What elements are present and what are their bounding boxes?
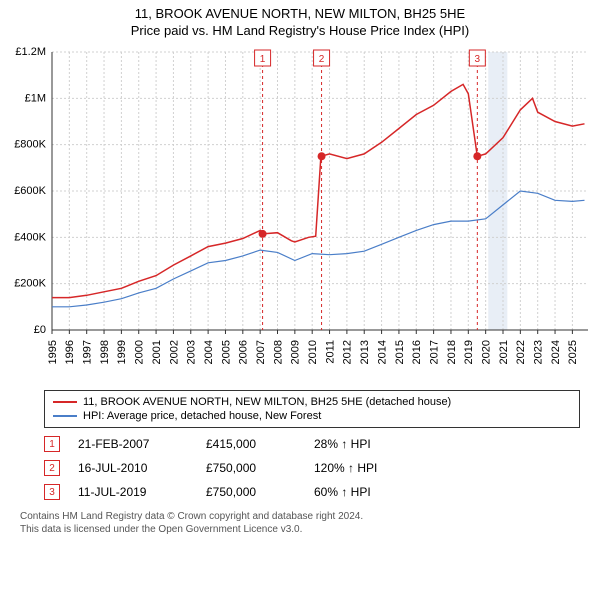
x-tick-label: 2004 — [203, 340, 215, 364]
footer: Contains HM Land Registry data © Crown c… — [20, 510, 580, 536]
x-tick-label: 2005 — [220, 340, 232, 364]
sale-pct: 60% ↑ HPI — [314, 485, 424, 499]
x-tick-label: 2013 — [359, 340, 371, 364]
x-tick-label: 2010 — [307, 340, 319, 364]
legend: 11, BROOK AVENUE NORTH, NEW MILTON, BH25… — [44, 390, 580, 428]
x-tick-label: 2009 — [290, 340, 302, 364]
x-tick-label: 2020 — [481, 340, 493, 364]
x-tick-label: 2006 — [238, 340, 250, 364]
sale-marker-number: 3 — [475, 54, 481, 65]
legend-swatch — [53, 401, 77, 403]
sale-date: 11-JUL-2019 — [78, 485, 188, 499]
sale-badge: 1 — [44, 436, 60, 452]
sale-date: 21-FEB-2007 — [78, 437, 188, 451]
sale-marker-number: 1 — [260, 54, 266, 65]
footer-line2: This data is licensed under the Open Gov… — [20, 523, 580, 536]
x-tick-label: 2016 — [411, 340, 423, 364]
sale-row: 2 16-JUL-2010 £750,000 120% ↑ HPI — [44, 456, 580, 480]
legend-label: 11, BROOK AVENUE NORTH, NEW MILTON, BH25… — [83, 396, 451, 408]
x-tick-label: 2002 — [168, 340, 180, 364]
legend-label: HPI: Average price, detached house, New … — [83, 410, 321, 422]
sale-price: £750,000 — [206, 485, 296, 499]
x-tick-label: 2025 — [567, 340, 579, 364]
sale-badge: 3 — [44, 484, 60, 500]
y-tick-label: £0 — [34, 324, 46, 336]
x-tick-label: 2012 — [342, 340, 354, 364]
x-tick-label: 1999 — [116, 340, 128, 364]
legend-item: HPI: Average price, detached house, New … — [53, 409, 571, 423]
sale-pct: 120% ↑ HPI — [314, 461, 424, 475]
sale-price: £750,000 — [206, 461, 296, 475]
x-tick-label: 2007 — [255, 340, 267, 364]
sale-marker-number: 2 — [319, 54, 325, 65]
legend-swatch — [53, 415, 77, 417]
y-tick-label: £400K — [14, 231, 46, 243]
x-tick-label: 1997 — [82, 340, 94, 364]
sales-table: 1 21-FEB-2007 £415,000 28% ↑ HPI 2 16-JUL-201… — [44, 432, 580, 504]
sale-row: 3 11-JUL-2019 £750,000 60% ↑ HPI — [44, 480, 580, 504]
footer-line1: Contains HM Land Registry data © Crown c… — [20, 510, 580, 523]
x-tick-label: 2017 — [428, 340, 440, 364]
x-tick-label: 2001 — [151, 340, 163, 364]
x-tick-label: 2000 — [134, 340, 146, 364]
sale-price: £415,000 — [206, 437, 296, 451]
y-tick-label: £600K — [14, 185, 46, 197]
x-tick-label: 2003 — [186, 340, 198, 364]
x-tick-label: 1998 — [99, 340, 111, 364]
x-tick-label: 2024 — [550, 340, 562, 364]
x-tick-label: 2019 — [463, 340, 475, 364]
x-tick-label: 1995 — [47, 340, 59, 364]
chart-svg: £0 £200K £400K £600K £800K £1M £1.2M 1995 1996 19… — [0, 42, 600, 382]
x-tick-label: 2018 — [446, 340, 458, 364]
x-tick-label: 2023 — [533, 340, 545, 364]
y-tick-label: £200K — [14, 278, 46, 290]
y-tick-label: £800K — [14, 139, 46, 151]
sale-row: 1 21-FEB-2007 £415,000 28% ↑ HPI — [44, 432, 580, 456]
sale-date: 16-JUL-2010 — [78, 461, 188, 475]
sale-badge: 2 — [44, 460, 60, 476]
x-tick-label: 2021 — [498, 340, 510, 364]
x-tick-label: 2014 — [376, 340, 388, 364]
x-tick-label: 2022 — [515, 340, 527, 364]
title-address: 11, BROOK AVENUE NORTH, NEW MILTON, BH25… — [0, 6, 600, 21]
sale-pct: 28% ↑ HPI — [314, 437, 424, 451]
x-tick-label: 2011 — [324, 340, 336, 364]
y-tick-label: £1.2M — [15, 46, 46, 58]
x-tick-label: 2015 — [394, 340, 406, 364]
x-tick-label: 2008 — [272, 340, 284, 364]
chart-area: £0 £200K £400K £600K £800K £1M £1.2M 1995 1996 19… — [0, 42, 600, 382]
legend-item: 11, BROOK AVENUE NORTH, NEW MILTON, BH25… — [53, 395, 571, 409]
title-subtitle: Price paid vs. HM Land Registry's House … — [0, 23, 600, 38]
chart-titles: 11, BROOK AVENUE NORTH, NEW MILTON, BH25… — [0, 0, 600, 42]
x-tick-label: 1996 — [64, 340, 76, 364]
y-tick-label: £1M — [25, 92, 46, 104]
